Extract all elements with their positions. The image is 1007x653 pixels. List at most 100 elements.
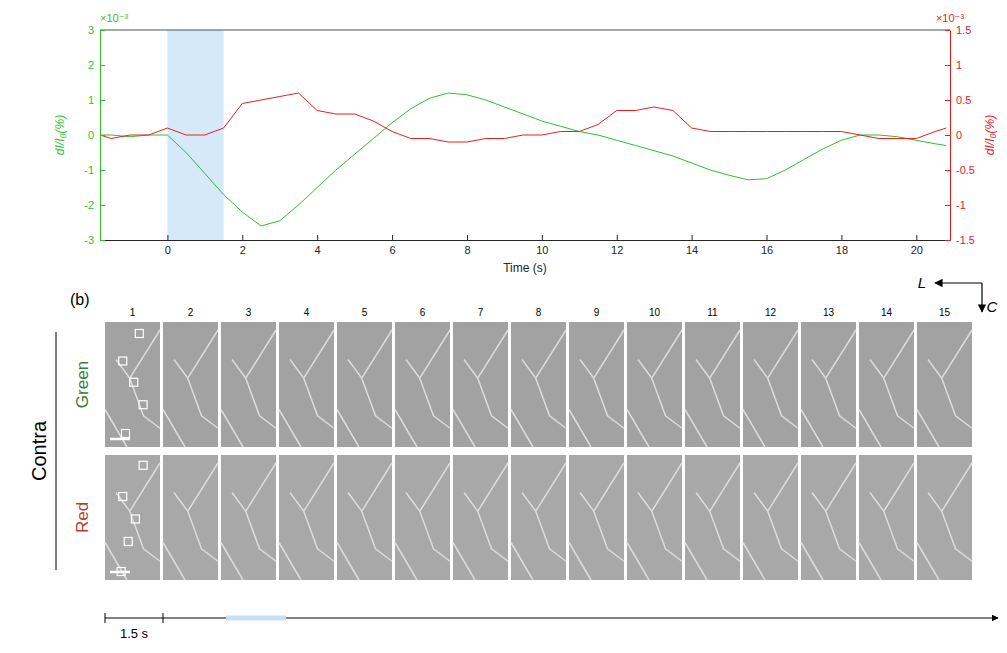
image-frame bbox=[221, 455, 276, 580]
tick-mark bbox=[100, 30, 105, 31]
tick: 0 bbox=[165, 235, 171, 256]
roi-box bbox=[119, 357, 127, 365]
vessel bbox=[917, 330, 972, 447]
y-scale-label: ×10⁻³ bbox=[100, 12, 128, 24]
vessel bbox=[163, 463, 218, 580]
vessel bbox=[569, 330, 624, 447]
tick-mark bbox=[100, 100, 105, 101]
frame-image bbox=[453, 322, 508, 447]
frame-image bbox=[337, 455, 392, 580]
tick: -1 bbox=[945, 199, 966, 211]
vessel bbox=[337, 463, 392, 580]
tick: 10 bbox=[536, 235, 548, 256]
tick-mark bbox=[392, 235, 393, 240]
line-red bbox=[100, 93, 946, 142]
group-label: Contra bbox=[28, 420, 50, 481]
tick-label: -3 bbox=[84, 234, 94, 246]
timeline-tick bbox=[163, 613, 164, 623]
tick-label: 3 bbox=[88, 24, 94, 36]
tick: -3 bbox=[84, 234, 105, 246]
image-frame bbox=[395, 455, 450, 580]
tick-mark bbox=[100, 240, 105, 241]
frame-number: 2 bbox=[188, 307, 194, 318]
vessel bbox=[511, 330, 566, 447]
y2-scale-label: ×10⁻³ bbox=[936, 12, 964, 24]
tick-mark bbox=[945, 135, 950, 136]
tick-mark bbox=[945, 205, 950, 206]
image-frame bbox=[627, 455, 682, 580]
vessel bbox=[859, 330, 914, 447]
frame-number: 12 bbox=[765, 307, 777, 318]
vessel bbox=[859, 463, 914, 580]
tick: 2 bbox=[88, 59, 105, 71]
tick-mark bbox=[945, 240, 950, 241]
vessel bbox=[453, 463, 508, 580]
y2-axis-title: dI/I₀(%) bbox=[983, 115, 997, 155]
vessel bbox=[395, 463, 450, 580]
image-frame bbox=[511, 455, 566, 580]
roi-box bbox=[131, 515, 139, 523]
tick-label: 1 bbox=[88, 94, 94, 106]
scale-bar bbox=[110, 438, 130, 441]
vessel bbox=[105, 330, 160, 447]
tick-mark bbox=[945, 100, 950, 101]
frame-image bbox=[279, 322, 334, 447]
vessel bbox=[279, 463, 334, 580]
frame-image bbox=[163, 322, 218, 447]
frame-top bbox=[100, 30, 950, 31]
roi-box bbox=[139, 401, 147, 409]
roi-box bbox=[119, 493, 127, 501]
image-frame bbox=[917, 455, 972, 580]
tick: -1 bbox=[84, 164, 105, 176]
tick: -0.5 bbox=[945, 164, 975, 176]
roi-box bbox=[135, 330, 143, 338]
roi-box bbox=[130, 378, 138, 386]
vessel bbox=[395, 330, 450, 447]
image-frame bbox=[685, 455, 740, 580]
vessel bbox=[801, 463, 856, 580]
frame-image bbox=[743, 322, 798, 447]
vessel bbox=[801, 330, 856, 447]
image-frame bbox=[801, 322, 856, 447]
tick: 0 bbox=[88, 129, 105, 141]
tick: -1.5 bbox=[945, 234, 975, 246]
frame-number: 11 bbox=[707, 307, 718, 318]
tick-label: -1 bbox=[84, 164, 94, 176]
y-axis: -3 -2 -1 0 1 2 3 bbox=[84, 24, 105, 246]
frame-number: 3 bbox=[246, 307, 252, 318]
frame-image bbox=[395, 455, 450, 580]
stimulus-bar bbox=[226, 616, 286, 621]
frame-number: 8 bbox=[536, 307, 542, 318]
tick-label: 6 bbox=[390, 244, 396, 256]
image-frame bbox=[917, 322, 972, 447]
image-frame bbox=[395, 322, 450, 447]
image-frame bbox=[221, 322, 276, 447]
tick-label: -0.5 bbox=[956, 164, 975, 176]
tick-label: 0 bbox=[165, 244, 171, 256]
vessel bbox=[743, 330, 798, 447]
tick-mark bbox=[467, 235, 468, 240]
vessel bbox=[685, 330, 740, 447]
image-frame bbox=[105, 455, 160, 580]
tick-label: 14 bbox=[686, 244, 698, 256]
vessel bbox=[511, 463, 566, 580]
tick: 6 bbox=[390, 235, 396, 256]
x-axis-title: Time (s) bbox=[503, 261, 547, 275]
frame-number: 10 bbox=[649, 307, 661, 318]
frame-image bbox=[917, 322, 972, 447]
tick-mark bbox=[542, 235, 543, 240]
tick: 8 bbox=[464, 235, 470, 256]
tick-mark bbox=[100, 205, 105, 206]
tick-mark bbox=[100, 65, 105, 66]
vessel bbox=[569, 463, 624, 580]
vessel bbox=[453, 330, 508, 447]
tick-label: 18 bbox=[836, 244, 848, 256]
vessel bbox=[279, 330, 334, 447]
time-scale-label: 1.5 s bbox=[120, 626, 149, 641]
frame-image bbox=[395, 322, 450, 447]
vessel bbox=[917, 463, 972, 580]
vessel bbox=[743, 463, 798, 580]
tick: -2 bbox=[84, 199, 105, 211]
image-frame bbox=[743, 455, 798, 580]
image-frame bbox=[337, 455, 392, 580]
